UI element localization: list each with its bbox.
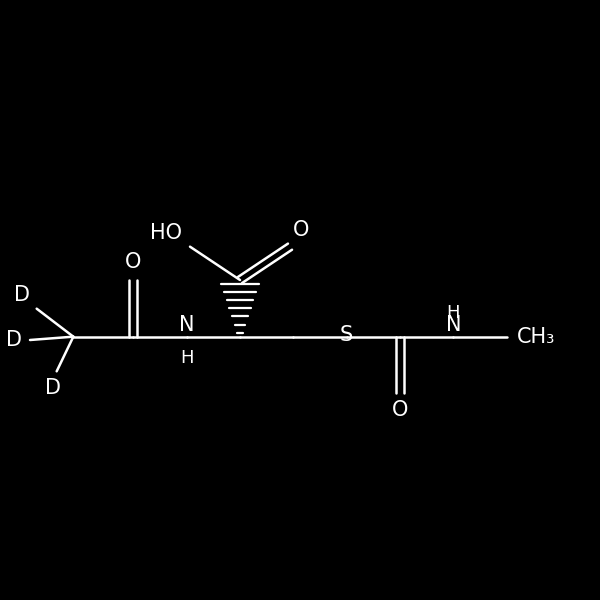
Text: H: H <box>180 349 193 367</box>
Text: N: N <box>179 314 194 335</box>
Text: HO: HO <box>150 223 182 244</box>
Text: H: H <box>446 304 460 322</box>
Text: O: O <box>293 220 310 240</box>
Text: S: S <box>340 325 353 344</box>
Text: D: D <box>14 286 30 305</box>
Text: N: N <box>446 314 461 335</box>
Text: D: D <box>46 378 61 398</box>
Text: O: O <box>125 252 142 272</box>
Text: O: O <box>392 400 408 420</box>
Text: CH₃: CH₃ <box>517 326 555 347</box>
Text: D: D <box>6 330 22 350</box>
